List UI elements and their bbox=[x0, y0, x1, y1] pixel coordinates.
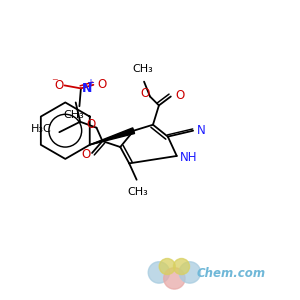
Text: O: O bbox=[97, 78, 106, 91]
Circle shape bbox=[173, 259, 190, 275]
Text: O: O bbox=[175, 89, 184, 102]
Text: O: O bbox=[55, 79, 64, 92]
Polygon shape bbox=[90, 128, 135, 145]
Text: ⁻: ⁻ bbox=[51, 76, 58, 89]
Circle shape bbox=[179, 262, 200, 283]
Circle shape bbox=[148, 262, 169, 283]
Text: CH₃: CH₃ bbox=[128, 187, 148, 197]
Text: N: N bbox=[82, 82, 92, 95]
Text: O: O bbox=[140, 87, 149, 100]
Circle shape bbox=[159, 259, 175, 275]
Text: +: + bbox=[86, 78, 94, 88]
Text: Chem.com: Chem.com bbox=[197, 266, 266, 280]
Text: NH: NH bbox=[180, 151, 198, 164]
Text: O: O bbox=[82, 148, 91, 161]
Text: H₃C: H₃C bbox=[31, 124, 52, 134]
Text: CH₃: CH₃ bbox=[132, 64, 153, 74]
Text: N: N bbox=[197, 124, 206, 137]
Circle shape bbox=[164, 268, 185, 289]
Text: O: O bbox=[86, 118, 96, 131]
Text: CH₃: CH₃ bbox=[64, 110, 85, 120]
